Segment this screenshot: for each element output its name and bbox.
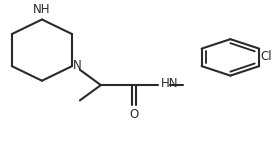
Text: HN: HN [161, 78, 179, 90]
Text: O: O [129, 108, 138, 121]
Text: Cl: Cl [261, 50, 272, 63]
Text: NH: NH [33, 3, 51, 16]
Text: N: N [73, 59, 82, 72]
